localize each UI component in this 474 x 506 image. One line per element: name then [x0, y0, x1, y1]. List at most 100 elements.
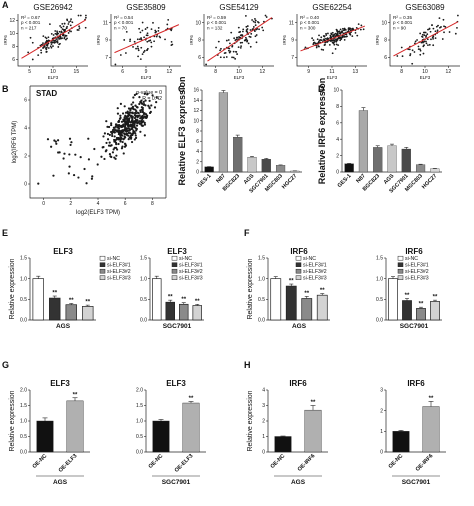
scatter-point	[79, 14, 82, 17]
scatter-point	[254, 19, 257, 22]
scatter-point	[320, 48, 323, 51]
scatter-point	[219, 56, 222, 59]
scatter-point	[136, 111, 139, 114]
legend-swatch	[99, 275, 106, 280]
scatter-point	[339, 33, 342, 35]
scatter-point	[113, 156, 116, 159]
scatter-point	[56, 41, 59, 44]
scatter-point	[85, 182, 88, 185]
scatter-point	[422, 52, 425, 55]
scatter-point	[120, 125, 123, 129]
x-tick-label: GES-1	[337, 173, 353, 189]
scatter-point	[227, 49, 230, 52]
scatter-point	[343, 35, 346, 38]
scatter-point	[135, 106, 139, 109]
scatter-point	[254, 18, 256, 20]
scatter-point	[87, 137, 90, 140]
scatter-point	[315, 46, 318, 49]
scatter-point	[50, 145, 53, 148]
legend-label: si-ELF3#2	[179, 269, 203, 275]
scatter-point	[139, 130, 142, 133]
scatter-point	[148, 106, 151, 109]
scatter-point	[331, 41, 334, 44]
axis-frame	[110, 14, 181, 67]
scatter-point	[108, 153, 112, 156]
scatter-point	[357, 23, 360, 26]
scatter-point	[362, 28, 365, 31]
bar	[285, 285, 297, 321]
bar	[247, 156, 257, 173]
scatter-point	[131, 112, 135, 115]
scatter-point	[63, 22, 66, 25]
axis-frame	[296, 14, 367, 67]
scatter-point	[237, 46, 240, 49]
y-tick-label: 6	[24, 98, 27, 104]
scatter-point	[143, 134, 146, 137]
x-tick-label: 10	[422, 69, 428, 75]
group-label: SGC7901	[402, 479, 431, 486]
scatter-point	[44, 36, 47, 39]
significance-label: **	[419, 302, 424, 308]
bar	[233, 136, 243, 173]
significance-label: **	[304, 291, 309, 297]
scatter-point	[56, 30, 58, 33]
y-tick-label: 12	[193, 108, 199, 114]
group-label: AGS	[292, 323, 307, 330]
scatter-point	[256, 20, 259, 23]
x-tick-label: N87	[215, 173, 226, 184]
stat-label: R² = 0.54	[114, 15, 133, 20]
scatter-point	[123, 145, 127, 148]
scatter-point	[417, 45, 420, 48]
scatter-point	[130, 140, 134, 144]
scatter-title: GSE54129	[219, 3, 259, 12]
scatter-point	[340, 37, 343, 40]
scatter-point	[122, 152, 125, 155]
scatter-point	[111, 132, 114, 135]
scatter-point	[117, 142, 120, 146]
scatter-point	[143, 121, 146, 124]
scatter-point	[146, 47, 149, 50]
bar	[179, 303, 189, 321]
scatter-point	[76, 29, 79, 31]
scatter-point	[144, 28, 147, 30]
scatter-point	[434, 30, 437, 33]
scatter-point	[243, 39, 246, 42]
chart-title: ELF3	[50, 379, 70, 388]
legend-label: si-NC	[107, 256, 120, 262]
scatter-point	[74, 153, 77, 156]
scatter-point	[119, 114, 122, 117]
scatter-point	[43, 45, 45, 48]
scatter-point	[435, 25, 438, 28]
scatter-point	[426, 33, 429, 36]
scatter-point	[157, 29, 160, 32]
scatter-point	[134, 104, 137, 107]
scatter-point	[141, 21, 144, 24]
x-tick-label: 13	[353, 69, 359, 75]
scatter-point	[127, 137, 130, 141]
scatter-point	[351, 28, 353, 30]
scatter-point	[264, 14, 267, 17]
scatter-point	[150, 41, 153, 44]
scatter-point	[129, 40, 131, 43]
panel-label-b: B	[2, 84, 9, 94]
scatter-point	[164, 38, 166, 41]
scatter-point	[50, 43, 53, 46]
scatter-point	[443, 25, 445, 28]
scatter-point	[170, 29, 173, 32]
scatter-point	[127, 131, 130, 134]
scatter-point	[117, 119, 121, 123]
chart-title: ELF3	[53, 247, 73, 256]
y-axis-label: IRF6	[3, 35, 8, 45]
y-tick-label: 6	[12, 57, 15, 63]
bar	[270, 278, 282, 321]
scatter-point	[437, 24, 439, 27]
scatter-point	[335, 39, 338, 42]
scatter-point	[140, 37, 142, 39]
scatter-point	[136, 116, 139, 119]
x-tick-label: OE-ELF3	[58, 453, 79, 474]
y-tick-label: 0.0	[136, 450, 143, 456]
scatter-point	[238, 36, 240, 38]
bar	[152, 420, 170, 453]
scatter-point	[127, 119, 130, 122]
x-tick-label: HGC27	[281, 173, 298, 190]
